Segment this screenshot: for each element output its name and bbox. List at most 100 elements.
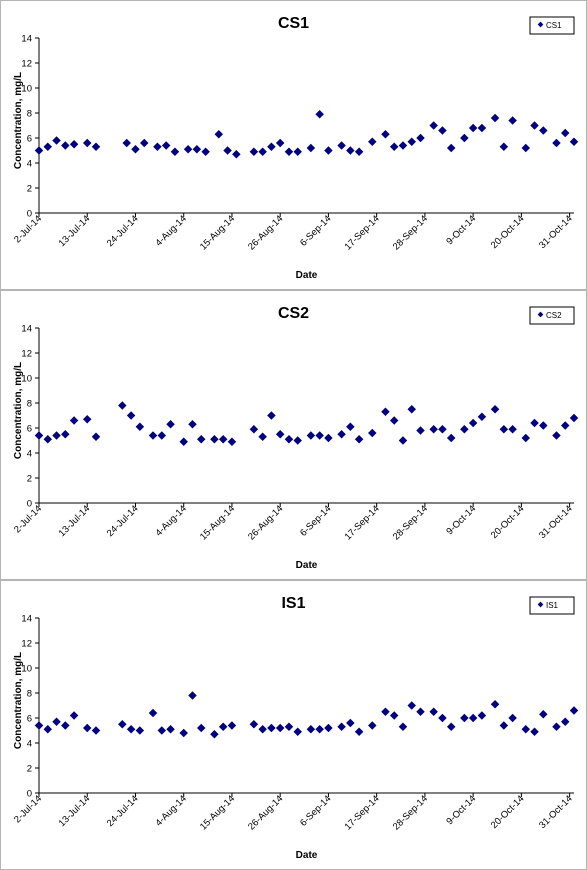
data-point (499, 142, 509, 151)
data-point (446, 433, 456, 443)
data-point (490, 700, 500, 709)
data-point (354, 147, 364, 156)
y-tick-label: 12 (21, 349, 32, 360)
data-point (460, 133, 469, 143)
data-point (477, 412, 487, 421)
data-point (293, 436, 302, 445)
data-point (381, 707, 390, 716)
x-tick-label: 17-Sep-14 (343, 503, 382, 542)
data-point (560, 128, 570, 138)
data-point (407, 701, 416, 710)
data-point (416, 133, 425, 143)
data-point (148, 431, 158, 440)
data-point (560, 421, 570, 430)
data-point (148, 708, 158, 718)
data-point (438, 126, 447, 135)
data-point (389, 711, 399, 720)
y-tick-label: 2 (27, 474, 32, 485)
y-tick-label: 14 (21, 324, 32, 335)
legend: CS2 (529, 306, 575, 325)
data-point (267, 723, 276, 733)
data-point (368, 721, 377, 730)
data-point (157, 431, 167, 440)
y-tick-label: 14 (21, 34, 32, 45)
data-point (346, 422, 355, 431)
data-point (157, 726, 167, 735)
x-tick-label: 28-Sep-14 (391, 793, 430, 832)
data-point (315, 725, 324, 734)
y-tick-label: 8 (27, 109, 32, 120)
data-point (43, 435, 53, 444)
data-point (521, 143, 531, 153)
x-tick-label: 26-Aug-14 (246, 503, 285, 542)
data-point (346, 718, 355, 728)
data-point (34, 146, 44, 155)
data-point (170, 147, 180, 156)
x-tick-label: 26-Aug-14 (246, 213, 285, 252)
x-tick-label: 28-Sep-14 (391, 213, 430, 252)
x-tick-label: 31-Oct-14 (537, 503, 575, 541)
data-point (389, 142, 399, 151)
data-point (460, 713, 469, 723)
data-point (69, 140, 79, 149)
data-point (468, 123, 478, 133)
y-tick-label: 8 (27, 689, 32, 700)
data-point (210, 435, 219, 444)
chart-panel-cs2: CS2 0 2 4 6 8 10 12 14 2-Jul-14 13-Jul-14 24-Jul-14… (0, 290, 587, 580)
data-point (82, 415, 92, 424)
data-point (521, 725, 531, 734)
legend-entry: CS2 (546, 311, 562, 320)
data-point (284, 147, 294, 156)
data-point (161, 141, 171, 150)
data-point (530, 418, 539, 428)
data-point (398, 141, 408, 150)
chart-title: CS2 (278, 305, 309, 322)
data-point (539, 421, 548, 430)
data-point (275, 723, 285, 733)
data-point (179, 728, 188, 738)
x-axis-label: Date (296, 850, 318, 861)
data-point (477, 123, 487, 133)
data-point (315, 431, 324, 440)
x-tick-label: 31-Oct-14 (537, 793, 575, 831)
x-tick-label: 20-Oct-14 (489, 213, 527, 251)
y-tick-label: 12 (21, 59, 32, 70)
data-point (69, 711, 79, 720)
x-tick-label: 9-Oct-14 (444, 503, 478, 537)
data-point (43, 725, 53, 734)
x-tick-label: 15-Aug-14 (198, 213, 237, 252)
y-tick-label: 6 (27, 134, 32, 145)
data-point (52, 717, 61, 726)
data-point (126, 725, 136, 734)
data-point (223, 146, 232, 155)
data-point (249, 425, 259, 434)
x-tick-label: 17-Sep-14 (343, 793, 382, 832)
data-point (398, 722, 408, 731)
legend-entry: CS1 (546, 21, 562, 30)
data-point (122, 138, 131, 148)
data-point (131, 145, 140, 154)
data-point (468, 713, 478, 723)
data-point (52, 136, 61, 145)
data-point (398, 436, 408, 445)
y-tick-label: 10 (21, 374, 32, 385)
data-point (446, 143, 456, 153)
x-tick-label: 6-Sep-14 (298, 503, 333, 538)
data-point (258, 725, 267, 734)
data-point (188, 691, 197, 700)
data-point (192, 145, 202, 154)
data-point (153, 142, 162, 151)
data-point (284, 435, 294, 444)
data-point (126, 411, 136, 420)
data-point (539, 126, 548, 135)
data-point (560, 717, 570, 726)
y-tick-label: 8 (27, 399, 32, 410)
data-point (407, 137, 416, 146)
data-point (258, 147, 267, 156)
x-tick-label: 15-Aug-14 (198, 503, 237, 542)
data-point (552, 138, 561, 148)
x-tick-label: 17-Sep-14 (343, 213, 382, 252)
chart-title: IS1 (281, 595, 305, 612)
data-point (61, 430, 70, 439)
